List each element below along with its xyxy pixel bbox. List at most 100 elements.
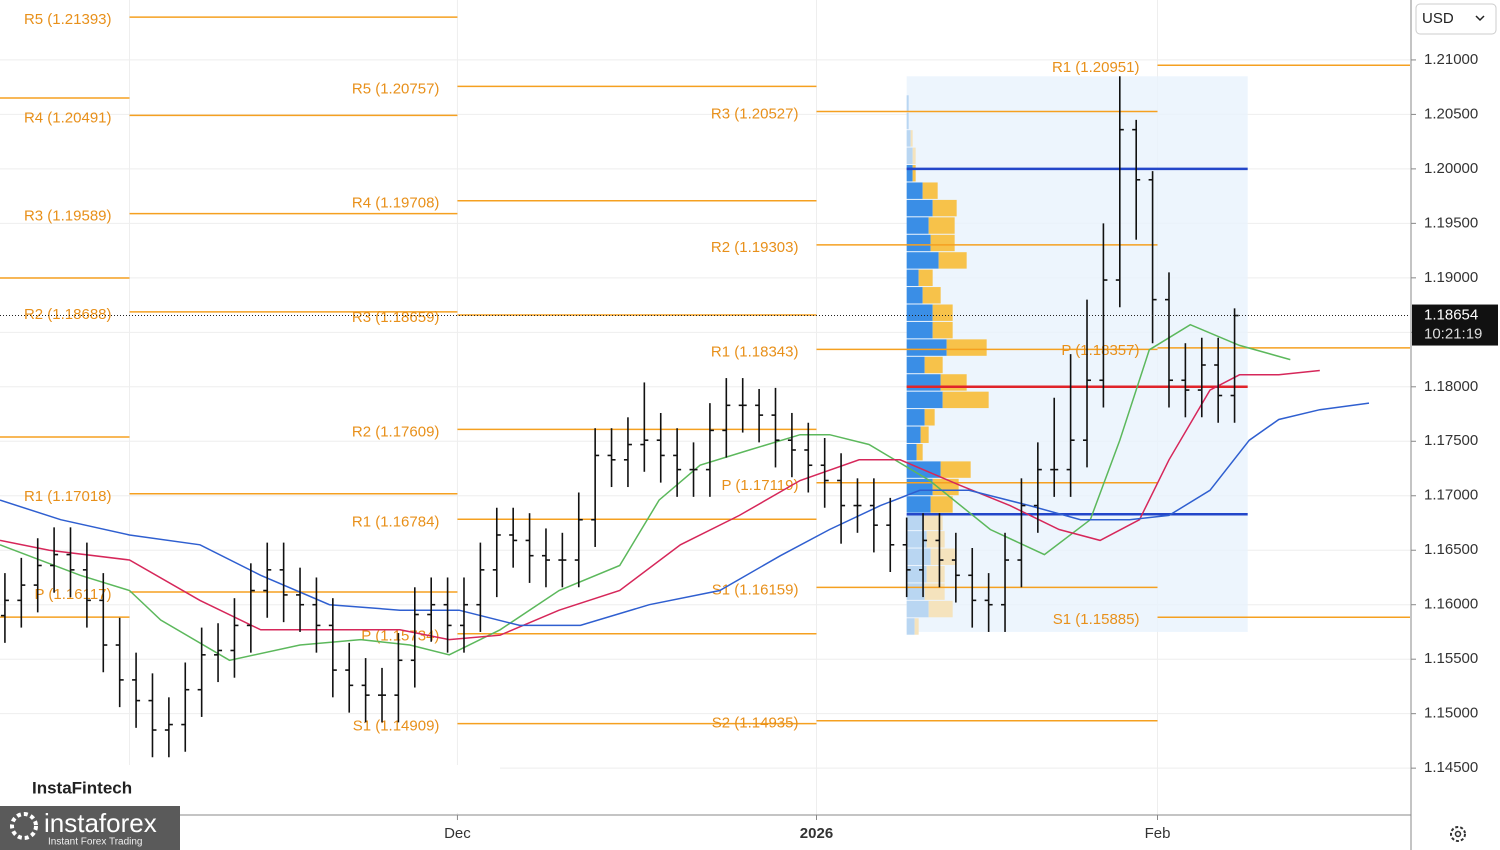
profile-buy: [906, 269, 919, 287]
y-tick-label: 1.19500: [1424, 214, 1478, 231]
profile-buy: [906, 600, 929, 618]
profile-buy: [906, 531, 927, 548]
profile-sell: [930, 496, 953, 513]
profile-buy: [906, 548, 931, 565]
profile-sell: [932, 321, 953, 339]
pivot-label: R1 (1.16784): [352, 513, 440, 530]
profile-sell: [926, 531, 945, 548]
profile-sell: [914, 618, 919, 635]
pivot-label: R2 (1.17609): [352, 423, 440, 440]
logo-text: instaforex: [44, 808, 157, 838]
profile-sell: [922, 287, 941, 304]
y-tick-label: 1.16500: [1424, 541, 1478, 558]
profile-buy: [906, 513, 923, 531]
profile-buy: [906, 182, 923, 199]
y-tick-label: 1.14500: [1424, 759, 1478, 776]
logo-tagline: Instant Forex Trading: [48, 837, 143, 848]
profile-sell: [910, 130, 913, 147]
moving-average: [0, 369, 1320, 641]
profile-sell: [930, 234, 955, 252]
y-tick-label: 1.20500: [1424, 105, 1478, 122]
profile-buy: [906, 339, 947, 356]
pivot-label: P (1.18357): [1061, 342, 1139, 359]
pivot-label: R3 (1.20527): [711, 105, 799, 122]
profile-sell: [926, 565, 945, 583]
profile-buy: [906, 374, 941, 391]
profile-sell: [932, 199, 957, 217]
y-tick-label: 1.17500: [1424, 432, 1478, 449]
logo-box: [0, 806, 180, 850]
profile-sell: [922, 182, 938, 199]
profile-sell: [942, 391, 989, 409]
moving-average: [0, 402, 1370, 627]
pivot-label: R5 (1.21393): [24, 11, 112, 28]
profile-buy: [906, 234, 931, 252]
y-tick-label: 1.20000: [1424, 160, 1478, 177]
profile-sell: [922, 513, 943, 531]
pivot-label: R1 (1.18343): [711, 343, 799, 360]
profile-sell: [928, 600, 953, 618]
brand-backdrop: [0, 765, 500, 813]
profile-buy: [906, 95, 909, 112]
profile-sell: [932, 304, 953, 321]
profile-buy: [906, 199, 933, 217]
y-tick-label: 1.21000: [1424, 51, 1478, 68]
pivot-label: R5 (1.20757): [352, 80, 440, 97]
profile-sell: [940, 374, 967, 391]
profile-buy: [906, 165, 913, 182]
current-price-label: 1.18654: [1424, 307, 1478, 324]
pivot-label: R2 (1.19303): [711, 239, 799, 256]
profile-buy: [906, 252, 939, 269]
y-tick-label: 1.16000: [1424, 596, 1478, 613]
profile-sell: [924, 409, 935, 426]
pivot-label: R1 (1.17018): [24, 488, 112, 505]
pivot-label: R2 (1.18688): [24, 306, 112, 323]
profile-buy: [906, 391, 943, 409]
moving-average: [0, 323, 1291, 662]
currency-select[interactable]: [1415, 3, 1497, 35]
profile-buy: [906, 443, 917, 461]
pivot-label: R3 (1.18659): [352, 309, 440, 326]
logo-icon: [10, 812, 38, 840]
profile-buy: [906, 217, 929, 234]
x-tick-label: Feb: [1145, 825, 1171, 842]
settings-icon-center: [1454, 830, 1462, 838]
profile-sell: [912, 165, 916, 182]
dropdown-arrow: [1475, 15, 1485, 22]
countdown-label: 10:21:19: [1424, 326, 1482, 343]
pivot-label: P (1.15734): [361, 628, 439, 645]
plot-area: R5 (1.21393) R4 (1.20491) R3 (1.19589) R2 (…: [0, 11, 1410, 758]
profile-buy: [906, 304, 933, 321]
pivot-label: R3 (1.19589): [24, 208, 112, 225]
profile-sell: [940, 461, 971, 478]
profile-buy: [906, 287, 923, 304]
y-tick-label: 1.18000: [1424, 378, 1478, 395]
pivot-label: R1 (1.20951): [1052, 59, 1140, 76]
pivot-label: R4 (1.19708): [352, 195, 440, 212]
profile-sell: [928, 217, 955, 234]
y-tick-label: 1.15000: [1424, 705, 1478, 722]
y-tick-label: 1.19000: [1424, 269, 1478, 286]
profile-sell: [916, 443, 923, 461]
pivot-label: S2 (1.14935): [712, 715, 799, 732]
profile-sell: [912, 147, 916, 165]
profile-buy: [906, 356, 925, 374]
pivot-label: S1 (1.16159): [712, 581, 799, 598]
current-price-box: [1412, 304, 1498, 346]
profile-sell: [918, 269, 933, 287]
profile-sell: [946, 339, 987, 356]
profile-buy: [906, 478, 933, 496]
profile-buy: [906, 147, 913, 165]
pivot-label: S1 (1.14909): [353, 718, 440, 735]
profile-sell: [920, 426, 929, 443]
settings-icon[interactable]: [1450, 826, 1466, 842]
pivot-label: P (1.17119): [721, 477, 798, 494]
pivot-label: R4 (1.20491): [24, 109, 112, 126]
profile-buy: [906, 496, 931, 513]
currency-label: USD: [1422, 10, 1454, 27]
brand-text: InstaFintech: [32, 778, 132, 797]
profile-buy: [906, 583, 925, 600]
profile-sell: [938, 252, 967, 269]
